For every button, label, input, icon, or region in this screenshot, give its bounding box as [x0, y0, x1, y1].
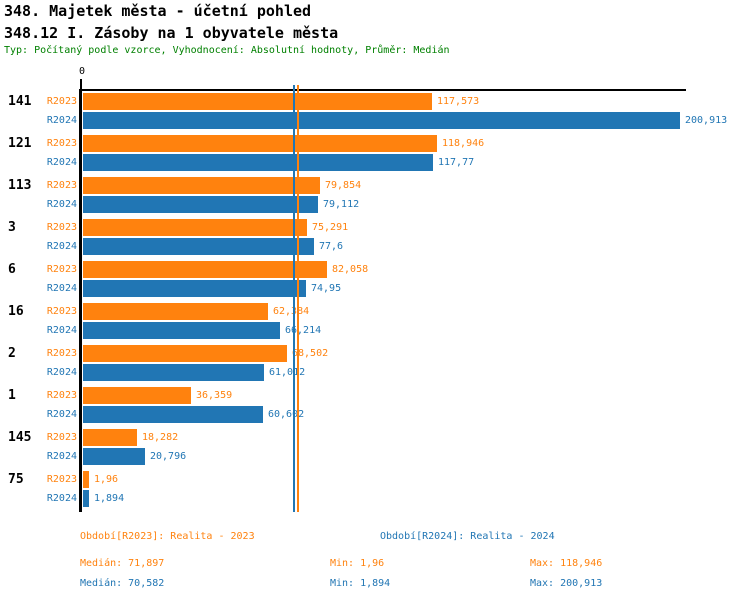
series-label-r2024: R2024: [46, 451, 77, 462]
category-label-141: 141: [8, 94, 32, 109]
series-label-r2024: R2024: [46, 283, 77, 294]
bar-r2023-cat-75: [83, 471, 89, 488]
bar-r2023-cat-1: [83, 387, 191, 404]
series-label-r2023: R2023: [46, 180, 77, 191]
report-meta: Typ: Počítaný podle vzorce, Vyhodnocení:…: [4, 45, 450, 56]
legend-median-r2024: Medián: 70,582: [80, 578, 165, 589]
series-label-r2023: R2023: [46, 264, 77, 275]
bar-r2024-cat-113: [83, 196, 318, 213]
bar-value-label: 117,573: [437, 96, 480, 107]
category-label-6: 6: [8, 262, 16, 277]
bar-r2024-cat-121: [83, 154, 433, 171]
axis-tick-mark: [80, 79, 82, 90]
bar-value-label: 60,602: [268, 409, 305, 420]
median-line-r2024: [293, 85, 295, 512]
bar-r2023-cat-16: [83, 303, 268, 320]
bar-value-label: 75,291: [312, 222, 349, 233]
category-label-16: 16: [8, 304, 24, 319]
bar-value-label: 74,95: [311, 283, 342, 294]
legend-min-r2023: Min: 1,96: [330, 558, 385, 569]
median-line-r2023: [297, 85, 299, 512]
series-label-r2024: R2024: [46, 367, 77, 378]
series-label-r2023: R2023: [46, 474, 77, 485]
legend-period-r2023: Období[R2023]: Realita - 2023: [80, 531, 255, 542]
bar-r2024-cat-141: [83, 112, 680, 129]
legend-period-r2024: Období[R2024]: Realita - 2024: [380, 531, 555, 542]
series-label-r2023: R2023: [46, 138, 77, 149]
category-label-1: 1: [8, 388, 16, 403]
category-label-113: 113: [8, 178, 32, 193]
bar-value-label: 1,96: [94, 474, 119, 485]
series-label-r2023: R2023: [46, 222, 77, 233]
series-label-r2024: R2024: [46, 409, 77, 420]
bar-r2023-cat-2: [83, 345, 287, 362]
bar-value-label: 36,359: [196, 390, 233, 401]
series-label-r2024: R2024: [46, 325, 77, 336]
y-axis-line: [79, 89, 82, 512]
bar-value-label: 1,894: [94, 493, 125, 504]
legend-max-r2023: Max: 118,946: [530, 558, 603, 569]
bar-r2024-cat-6: [83, 280, 306, 297]
axis-tick-label-zero: 0: [78, 66, 86, 77]
bar-value-label: 68,502: [292, 348, 329, 359]
series-label-r2024: R2024: [46, 157, 77, 168]
x-axis-line: [81, 89, 686, 91]
bar-value-label: 79,854: [325, 180, 362, 191]
series-label-r2023: R2023: [46, 348, 77, 359]
legend-median-r2023: Medián: 71,897: [80, 558, 165, 569]
bar-value-label: 200,913: [685, 115, 728, 126]
series-label-r2024: R2024: [46, 115, 77, 126]
series-label-r2023: R2023: [46, 306, 77, 317]
category-label-121: 121: [8, 136, 32, 151]
series-label-r2024: R2024: [46, 241, 77, 252]
series-label-r2023: R2023: [46, 390, 77, 401]
bar-r2024-cat-145: [83, 448, 145, 465]
bar-value-label: 66,214: [285, 325, 322, 336]
bar-value-label: 82,058: [332, 264, 369, 275]
bar-value-label: 61,012: [269, 367, 306, 378]
bar-r2023-cat-145: [83, 429, 137, 446]
bar-value-label: 20,796: [150, 451, 187, 462]
bar-value-label: 18,282: [142, 432, 179, 443]
bar-value-label: 118,946: [442, 138, 485, 149]
report-subtitle: 348.12 I. Zásoby na 1 obyvatele města: [4, 24, 339, 42]
series-label-r2023: R2023: [46, 96, 77, 107]
series-label-r2024: R2024: [46, 493, 77, 504]
bar-r2024-cat-2: [83, 364, 264, 381]
bar-value-label: 117,77: [438, 157, 475, 168]
category-label-75: 75: [8, 472, 24, 487]
series-label-r2024: R2024: [46, 199, 77, 210]
bar-r2023-cat-3: [83, 219, 307, 236]
bar-r2023-cat-113: [83, 177, 320, 194]
bar-r2023-cat-121: [83, 135, 437, 152]
bar-r2024-cat-16: [83, 322, 280, 339]
category-label-2: 2: [8, 346, 16, 361]
category-label-3: 3: [8, 220, 16, 235]
bar-value-label: 79,112: [323, 199, 360, 210]
series-label-r2023: R2023: [46, 432, 77, 443]
bar-value-label: 77,6: [319, 241, 344, 252]
bar-r2023-cat-141: [83, 93, 432, 110]
bar-r2023-cat-6: [83, 261, 327, 278]
bar-r2024-cat-1: [83, 406, 263, 423]
bar-r2024-cat-75: [83, 490, 89, 507]
legend-max-r2024: Max: 200,913: [530, 578, 603, 589]
report-title: 348. Majetek města - účetní pohled: [4, 2, 312, 20]
bar-r2024-cat-3: [83, 238, 314, 255]
category-label-145: 145: [8, 430, 32, 445]
bar-value-label: 62,384: [273, 306, 310, 317]
legend-min-r2024: Min: 1,894: [330, 578, 391, 589]
